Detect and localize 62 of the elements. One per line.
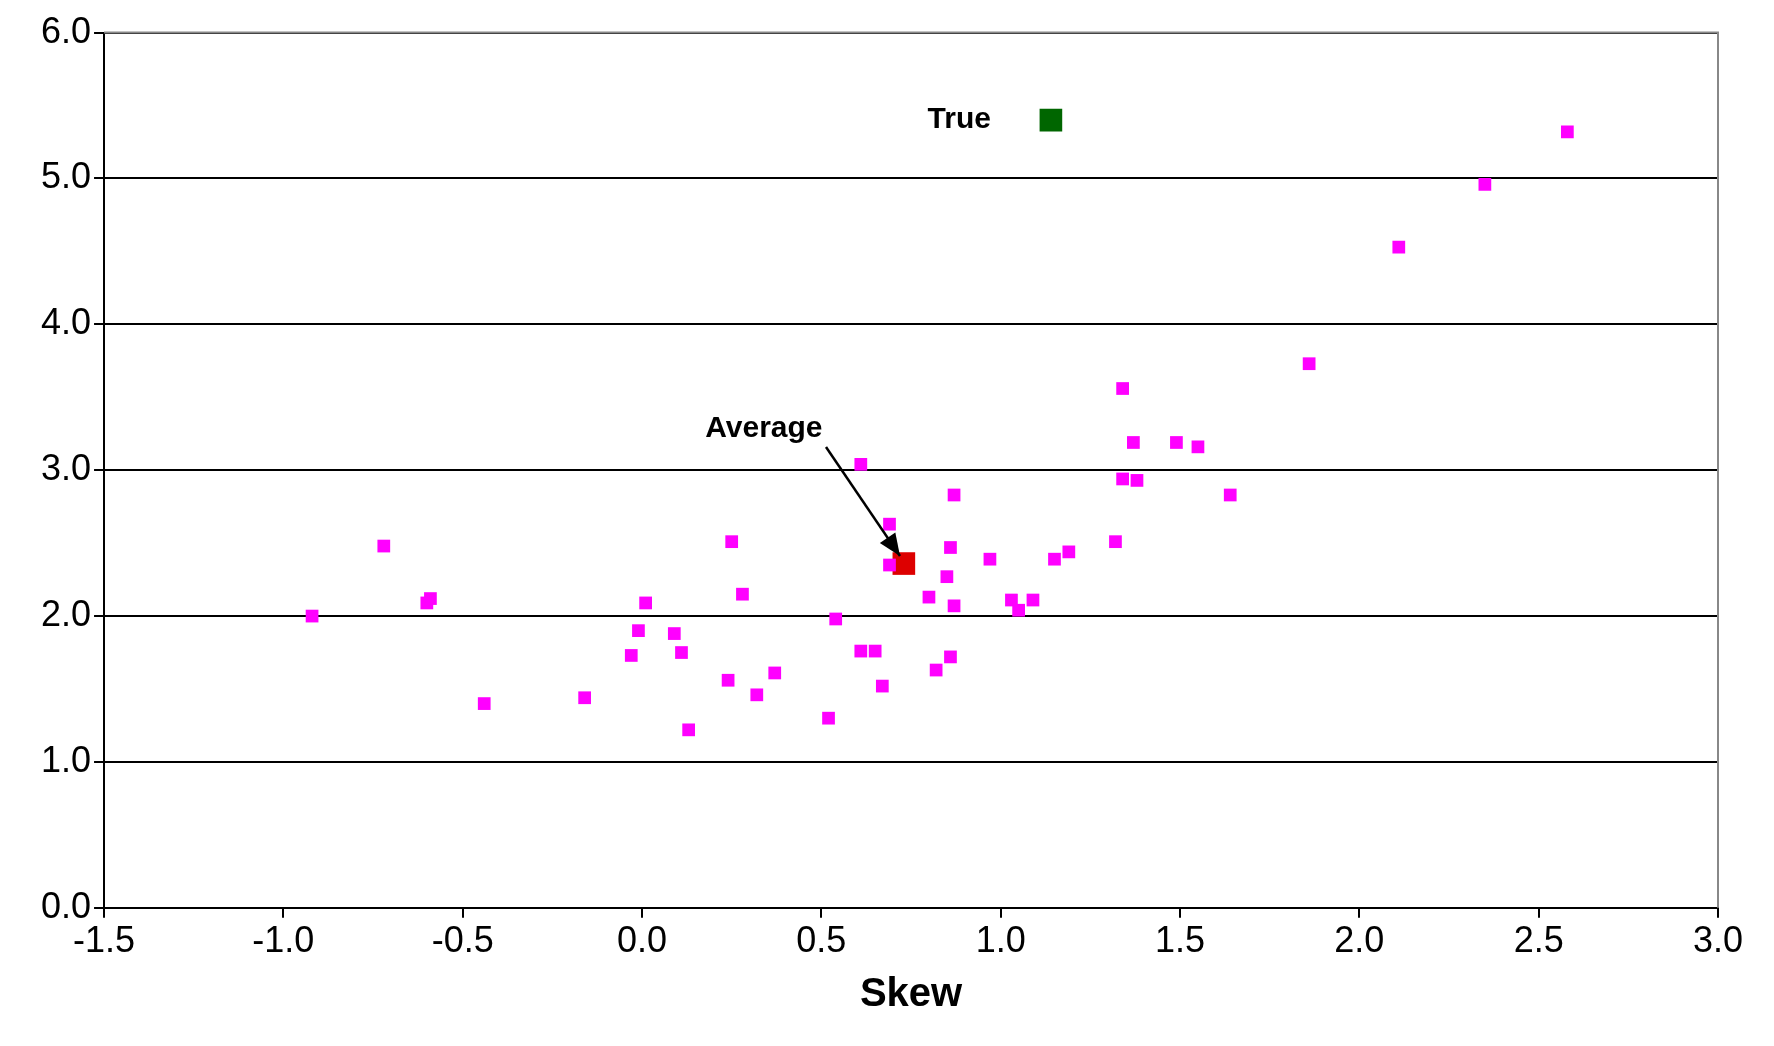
point [1039, 108, 1063, 132]
x-tick-label: 1.0 [975, 919, 1026, 961]
point [940, 570, 954, 584]
x-tick-label: 0.5 [796, 919, 847, 961]
point [868, 644, 882, 658]
point [477, 697, 491, 710]
x-tick-label: 2.5 [1513, 919, 1564, 961]
x-tick-label: 1.5 [1154, 919, 1206, 961]
x-tick-label: 2.0 [1334, 919, 1385, 961]
point [883, 558, 896, 572]
point [947, 599, 961, 613]
point [854, 458, 868, 471]
point [721, 673, 735, 687]
point [1392, 240, 1406, 254]
point [822, 711, 835, 725]
point [675, 646, 688, 659]
annotation: True [927, 101, 991, 135]
point [639, 596, 652, 610]
point [1012, 603, 1025, 617]
point [667, 627, 681, 640]
point [1561, 125, 1574, 139]
point [1127, 436, 1140, 449]
point [682, 723, 696, 737]
y-tick-label: 2.0 [41, 592, 92, 634]
point [1130, 474, 1144, 487]
point [1116, 382, 1129, 395]
point [875, 679, 889, 693]
point [883, 517, 896, 531]
point [578, 691, 592, 705]
y-tick-label: 6.0 [41, 9, 92, 51]
point [1048, 552, 1061, 566]
point [1191, 440, 1205, 454]
point [854, 644, 868, 658]
point [624, 649, 638, 662]
y-tick-label: 1.0 [41, 738, 92, 780]
x-tick-label: 0.0 [617, 919, 668, 961]
x-tick-label: -0.5 [431, 919, 494, 961]
point [736, 587, 749, 601]
point [983, 552, 997, 566]
y-tick-label: 5.0 [41, 155, 92, 197]
annotation: Average [705, 409, 823, 443]
point [1062, 545, 1076, 559]
point [1116, 472, 1129, 486]
point [944, 650, 957, 664]
point [750, 688, 764, 702]
y-tick-label: 4.0 [41, 301, 92, 343]
point [768, 666, 782, 680]
point [725, 535, 739, 549]
point [1170, 436, 1183, 449]
point [944, 541, 957, 554]
y-tick-label: 3.0 [41, 447, 92, 489]
point [1109, 535, 1122, 549]
point [377, 539, 391, 553]
x-tick-label: -1.0 [252, 919, 315, 961]
point [424, 592, 437, 605]
point [1478, 177, 1492, 191]
point [829, 612, 843, 626]
point [1302, 357, 1316, 371]
point [632, 624, 645, 638]
x-axis-title: Skew [859, 970, 964, 1015]
point [1223, 488, 1237, 502]
x-tick-label: 3.0 [1692, 919, 1744, 961]
